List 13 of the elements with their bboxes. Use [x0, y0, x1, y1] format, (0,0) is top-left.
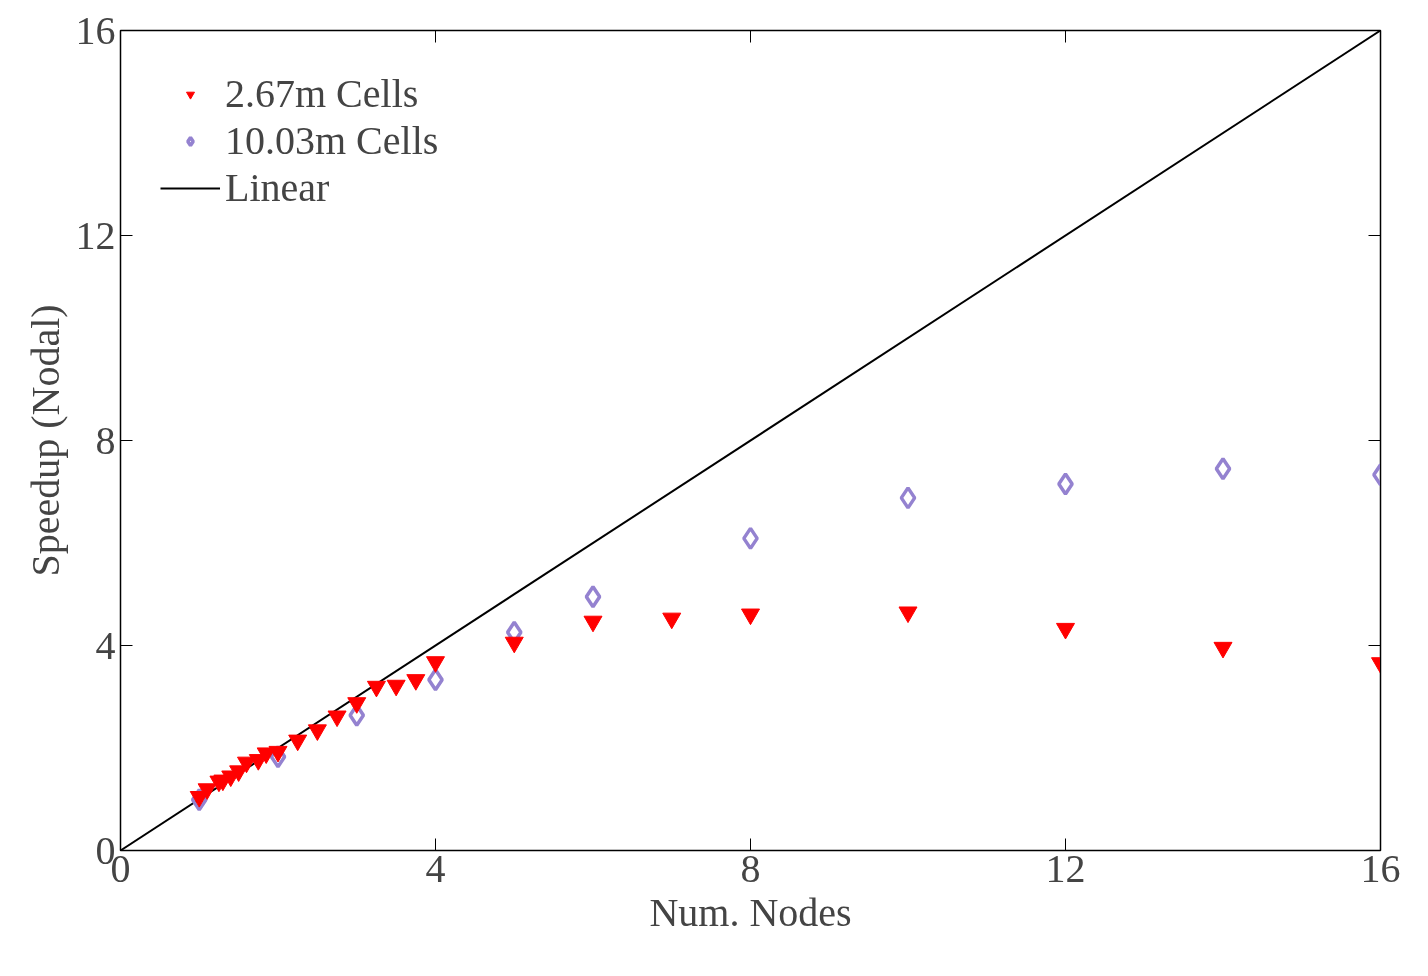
x-tick-label: 16: [1360, 845, 1401, 891]
x-tick-label: 8: [740, 845, 761, 891]
y-axis-title: Speedup (Nodal): [22, 304, 68, 577]
legend-label: 10.03m Cells: [225, 117, 439, 164]
y-tick-label: 12: [75, 212, 116, 258]
x-tick-label: 12: [1045, 845, 1086, 891]
legend-label: 2.67m Cells: [225, 70, 419, 117]
x-axis-title: Num. Nodes: [649, 889, 852, 935]
x-tick-label: 4: [425, 845, 446, 891]
y-tick-label: 4: [95, 622, 116, 668]
y-tick-label: 16: [75, 7, 116, 53]
legend-label: Linear: [225, 164, 330, 211]
y-tick-label: 8: [95, 417, 116, 463]
